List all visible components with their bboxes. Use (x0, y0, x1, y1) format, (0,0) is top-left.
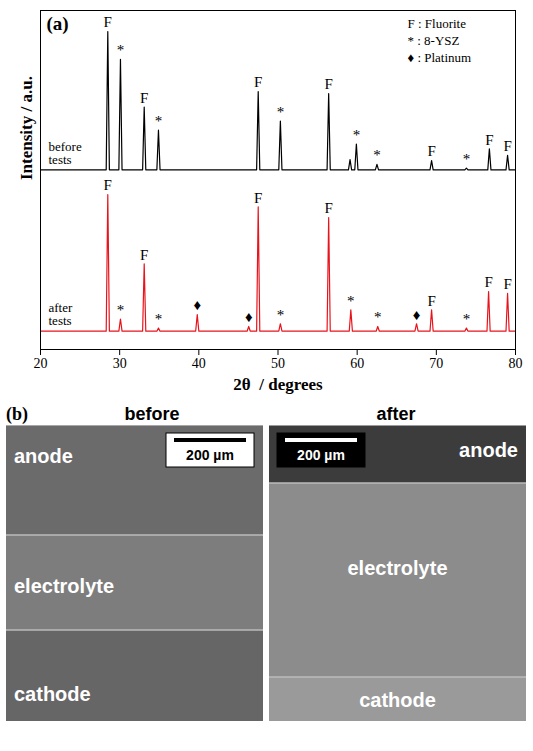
svg-text:*: * (373, 147, 381, 163)
svg-text:80: 80 (509, 356, 523, 371)
svg-text:F: F (427, 293, 435, 309)
html-text:(b): (b) (6, 404, 28, 424)
svg-text:70: 70 (429, 356, 443, 371)
html-text:before: before (124, 404, 180, 424)
svg-text:*: * (277, 307, 285, 323)
svg-text:cathode: cathode (359, 689, 436, 711)
svg-text:anode: anode (459, 439, 518, 461)
svg-text:* : 8-YSZ: * : 8-YSZ (408, 33, 460, 48)
svg-text:30: 30 (113, 356, 127, 371)
svg-text:F: F (254, 74, 262, 90)
svg-text:♦ : Platinum: ♦ : Platinum (408, 50, 472, 65)
svg-text:♦: ♦ (245, 309, 253, 325)
svg-text:F: F (324, 200, 332, 216)
svg-text:*: * (463, 311, 471, 327)
svg-text:F: F (503, 138, 511, 154)
svg-text:*: * (117, 302, 125, 318)
svg-text:20: 20 (34, 356, 48, 371)
svg-text:*: * (155, 113, 163, 129)
svg-text:F: F (254, 190, 262, 206)
svg-text:F: F (484, 274, 492, 290)
svg-text:electrolyte: electrolyte (347, 557, 447, 579)
svg-text:electrolyte: electrolyte (14, 575, 114, 597)
svg-text:F: F (427, 143, 435, 159)
svg-text:F : Fluorite: F : Fluorite (408, 16, 467, 31)
svg-text:*: * (347, 293, 355, 309)
svg-text:2θ / degrees: 2θ / degrees (233, 375, 323, 394)
svg-text:200 µm: 200 µm (297, 447, 345, 463)
svg-text:F: F (140, 247, 148, 263)
svg-text:*: * (463, 151, 471, 167)
svg-text:beforetests: beforetests (49, 139, 82, 167)
svg-text:♦: ♦ (193, 297, 201, 313)
svg-text:♦: ♦ (413, 307, 421, 323)
svg-text:*: * (117, 42, 125, 58)
svg-text:aftertests: aftertests (49, 300, 73, 328)
svg-text:60: 60 (350, 356, 364, 371)
svg-text:anode: anode (14, 445, 73, 467)
svg-text:*: * (155, 311, 163, 327)
svg-text:F: F (104, 14, 112, 30)
svg-text:(a): (a) (47, 13, 69, 35)
svg-text:F: F (140, 90, 148, 106)
svg-text:F: F (503, 276, 511, 292)
svg-text:200 µm: 200 µm (186, 447, 234, 463)
svg-text:50: 50 (271, 356, 285, 371)
svg-text:cathode: cathode (14, 683, 91, 705)
svg-text:F: F (485, 132, 493, 148)
svg-text:40: 40 (192, 356, 206, 371)
svg-text:Intensity / a.u.: Intensity / a.u. (17, 76, 36, 180)
svg-text:*: * (353, 127, 361, 143)
svg-text:*: * (277, 104, 285, 120)
svg-text:*: * (374, 309, 382, 325)
svg-text:F: F (324, 76, 332, 92)
html-text:after: after (376, 404, 416, 424)
svg-text:F: F (104, 177, 112, 193)
